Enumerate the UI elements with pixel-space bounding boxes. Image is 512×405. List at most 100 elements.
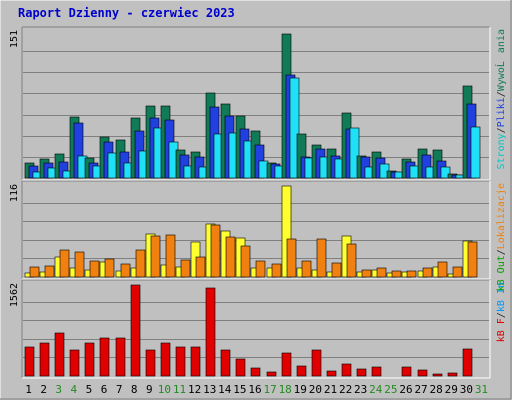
legend-middle: kB Out/Lokalizacje <box>496 183 507 291</box>
bar-middle-s1-day-26 <box>406 270 417 278</box>
ymax-label-middle: 116 <box>9 184 20 202</box>
x-tick-label: 5 <box>86 383 93 396</box>
bar-bottom-s0-day-2 <box>39 342 50 377</box>
bar-bottom-s0-day-15 <box>235 358 246 377</box>
bar-top-s2-day-18 <box>289 77 300 179</box>
panel-top: 151 <box>9 26 491 181</box>
x-tick-label: 25 <box>384 383 397 396</box>
legend-entry: / <box>496 249 507 255</box>
panel-middle: 116 <box>9 180 491 280</box>
bar-middle-s1-day-8 <box>135 249 146 278</box>
x-tick-label: 3 <box>55 383 62 396</box>
bar-middle-s1-day-9 <box>150 235 161 278</box>
bar-bottom-s0-day-16 <box>250 367 261 377</box>
bar-middle-s1-day-22 <box>346 243 357 278</box>
x-tick-label: 16 <box>248 383 261 396</box>
x-tick-label: 15 <box>233 383 246 396</box>
bar-bottom-s0-day-4 <box>69 349 80 377</box>
bar-middle-s1-day-10 <box>165 234 176 278</box>
x-tick-label: 11 <box>173 383 186 396</box>
x-tick-label: 17 <box>263 383 276 396</box>
legend-entry: / <box>496 127 507 133</box>
bar-top-s2-day-26 <box>409 165 420 179</box>
bar-middle-s1-day-2 <box>44 265 55 278</box>
bar-top-s2-day-28 <box>440 166 451 179</box>
bar-middle-s1-day-18 <box>286 238 297 278</box>
bar-bottom-s0-day-12 <box>190 346 201 377</box>
bar-middle-s1-day-7 <box>120 263 131 278</box>
x-tick-label: 12 <box>188 383 201 396</box>
bar-bottom-s0-day-26 <box>401 366 412 377</box>
legend-top: Strony/Pliki/WywoĹania <box>494 29 507 169</box>
bar-bottom-s0-day-10 <box>160 342 171 377</box>
bar-middle-s1-day-19 <box>301 260 312 278</box>
legend-entry: / <box>496 91 507 97</box>
x-tick-label: 28 <box>430 383 443 396</box>
ymax-label-top: 151 <box>9 30 20 48</box>
x-tick-label: 21 <box>324 383 337 396</box>
legend-entry: / <box>496 312 507 318</box>
bar-middle-s1-day-4 <box>74 251 85 278</box>
legend-entry: WywoĹania <box>494 29 507 91</box>
bar-middle-s1-day-17 <box>271 263 282 278</box>
bar-bottom-s0-day-29 <box>447 372 458 377</box>
x-tick-label: 26 <box>399 383 412 396</box>
x-tick-label: 18 <box>279 383 292 396</box>
x-tick-label: 4 <box>71 383 78 396</box>
bar-middle-s1-day-24 <box>376 267 387 278</box>
bar-middle-s1-day-5 <box>89 260 100 278</box>
bar-bottom-s0-day-17 <box>266 371 277 377</box>
bar-middle-s1-day-28 <box>437 261 448 278</box>
bar-top-s2-day-16 <box>258 160 269 179</box>
bar-middle-s1-day-20 <box>316 238 327 278</box>
bar-bottom-s0-day-24 <box>371 366 382 377</box>
bar-middle-s1-day-16 <box>255 260 266 278</box>
bar-bottom-s0-day-20 <box>311 349 322 377</box>
x-tick-label: 20 <box>309 383 322 396</box>
bar-middle-s1-day-21 <box>331 262 342 278</box>
bar-middle-s1-day-12 <box>195 256 206 278</box>
x-tick-label: 14 <box>218 383 232 396</box>
bar-bottom-s0-day-6 <box>99 337 110 377</box>
x-tick-label: 7 <box>116 383 123 396</box>
x-tick-label: 2 <box>40 383 47 396</box>
bar-middle-s1-day-14 <box>225 236 236 278</box>
bar-middle-s1-day-3 <box>59 249 70 278</box>
x-tick-label: 6 <box>101 383 108 396</box>
legend-entry: kB Out <box>496 255 507 291</box>
bar-middle-s1-day-30 <box>467 241 478 278</box>
x-tick-label: 23 <box>354 383 367 396</box>
bar-middle-s1-day-15 <box>240 245 251 278</box>
x-tick-label: 22 <box>339 383 352 396</box>
x-tick-label: 30 <box>460 383 473 396</box>
bar-bottom-s0-day-28 <box>432 373 443 377</box>
bar-bottom-s0-day-3 <box>54 332 65 377</box>
bar-middle-s1-day-11 <box>180 259 191 278</box>
bar-middle-s1-day-25 <box>391 270 402 278</box>
bar-middle-s0-day-18 <box>281 185 292 278</box>
bar-middle-s1-day-29 <box>452 266 463 278</box>
bar-bottom-s0-day-9 <box>145 349 156 377</box>
legend-bottom: kB F/kB In <box>496 282 507 342</box>
bar-bottom-s0-day-1 <box>24 346 35 377</box>
x-tick-label: 13 <box>203 383 216 396</box>
bar-bottom-s0-day-7 <box>115 337 126 377</box>
bar-bottom-s0-day-5 <box>84 342 95 377</box>
bar-bottom-s0-day-19 <box>296 365 307 377</box>
bar-bottom-s0-day-13 <box>205 287 216 377</box>
bar-middle-s1-day-27 <box>422 267 433 278</box>
bar-top-s2-day-6 <box>107 152 118 179</box>
bar-bottom-s0-day-23 <box>356 368 367 377</box>
bar-bottom-s0-day-22 <box>341 363 352 377</box>
bar-bottom-s0-day-18 <box>281 352 292 377</box>
legend-entry: Pliki <box>496 97 507 127</box>
bar-bottom-s0-day-30 <box>462 348 473 377</box>
bar-top-s2-day-30 <box>470 126 481 179</box>
bar-bottom-s0-day-21 <box>326 370 337 377</box>
bar-bottom-s0-day-11 <box>175 346 186 377</box>
x-tick-label: 9 <box>146 383 153 396</box>
x-tick-label: 10 <box>158 383 171 396</box>
bar-bottom-s0-day-27 <box>417 369 428 377</box>
